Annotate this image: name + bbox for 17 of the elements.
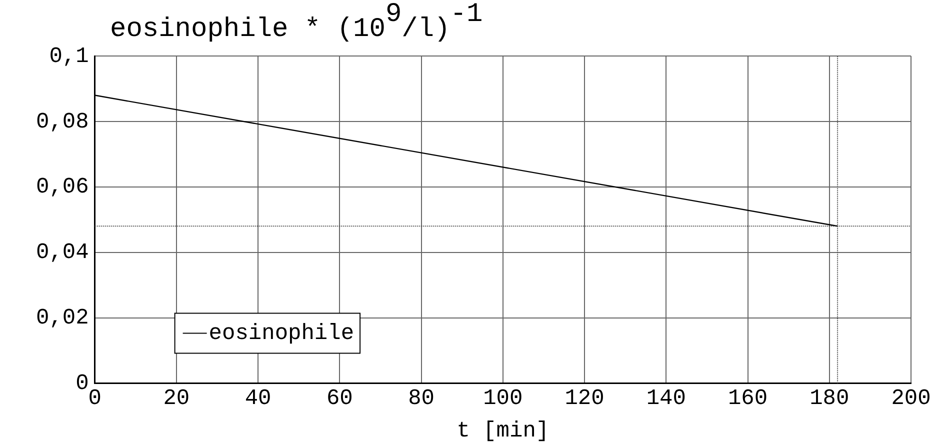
x-axis-title: t [min] (456, 418, 550, 444)
x-tick-label: 100 (483, 386, 523, 412)
y-tick-label: 0,02 (36, 306, 89, 331)
x-tick-label: 20 (163, 386, 190, 412)
y-tick-label: 0,04 (36, 240, 89, 266)
x-tick-label: 140 (646, 386, 686, 412)
y-tick-label: 0,1 (49, 44, 89, 69)
y-tick-label: 0,06 (36, 174, 89, 200)
x-tick-label: 200 (891, 386, 931, 412)
x-tick-label: 160 (728, 386, 768, 412)
x-tick-label: 120 (564, 386, 604, 412)
x-tick-label: 180 (810, 386, 850, 412)
legend-label: eosinophile (208, 321, 354, 346)
x-tick-label: 60 (326, 386, 353, 412)
y-tick-label: 0,08 (36, 109, 89, 134)
x-tick-label: 80 (408, 386, 434, 412)
x-tick-label: 40 (244, 386, 272, 412)
